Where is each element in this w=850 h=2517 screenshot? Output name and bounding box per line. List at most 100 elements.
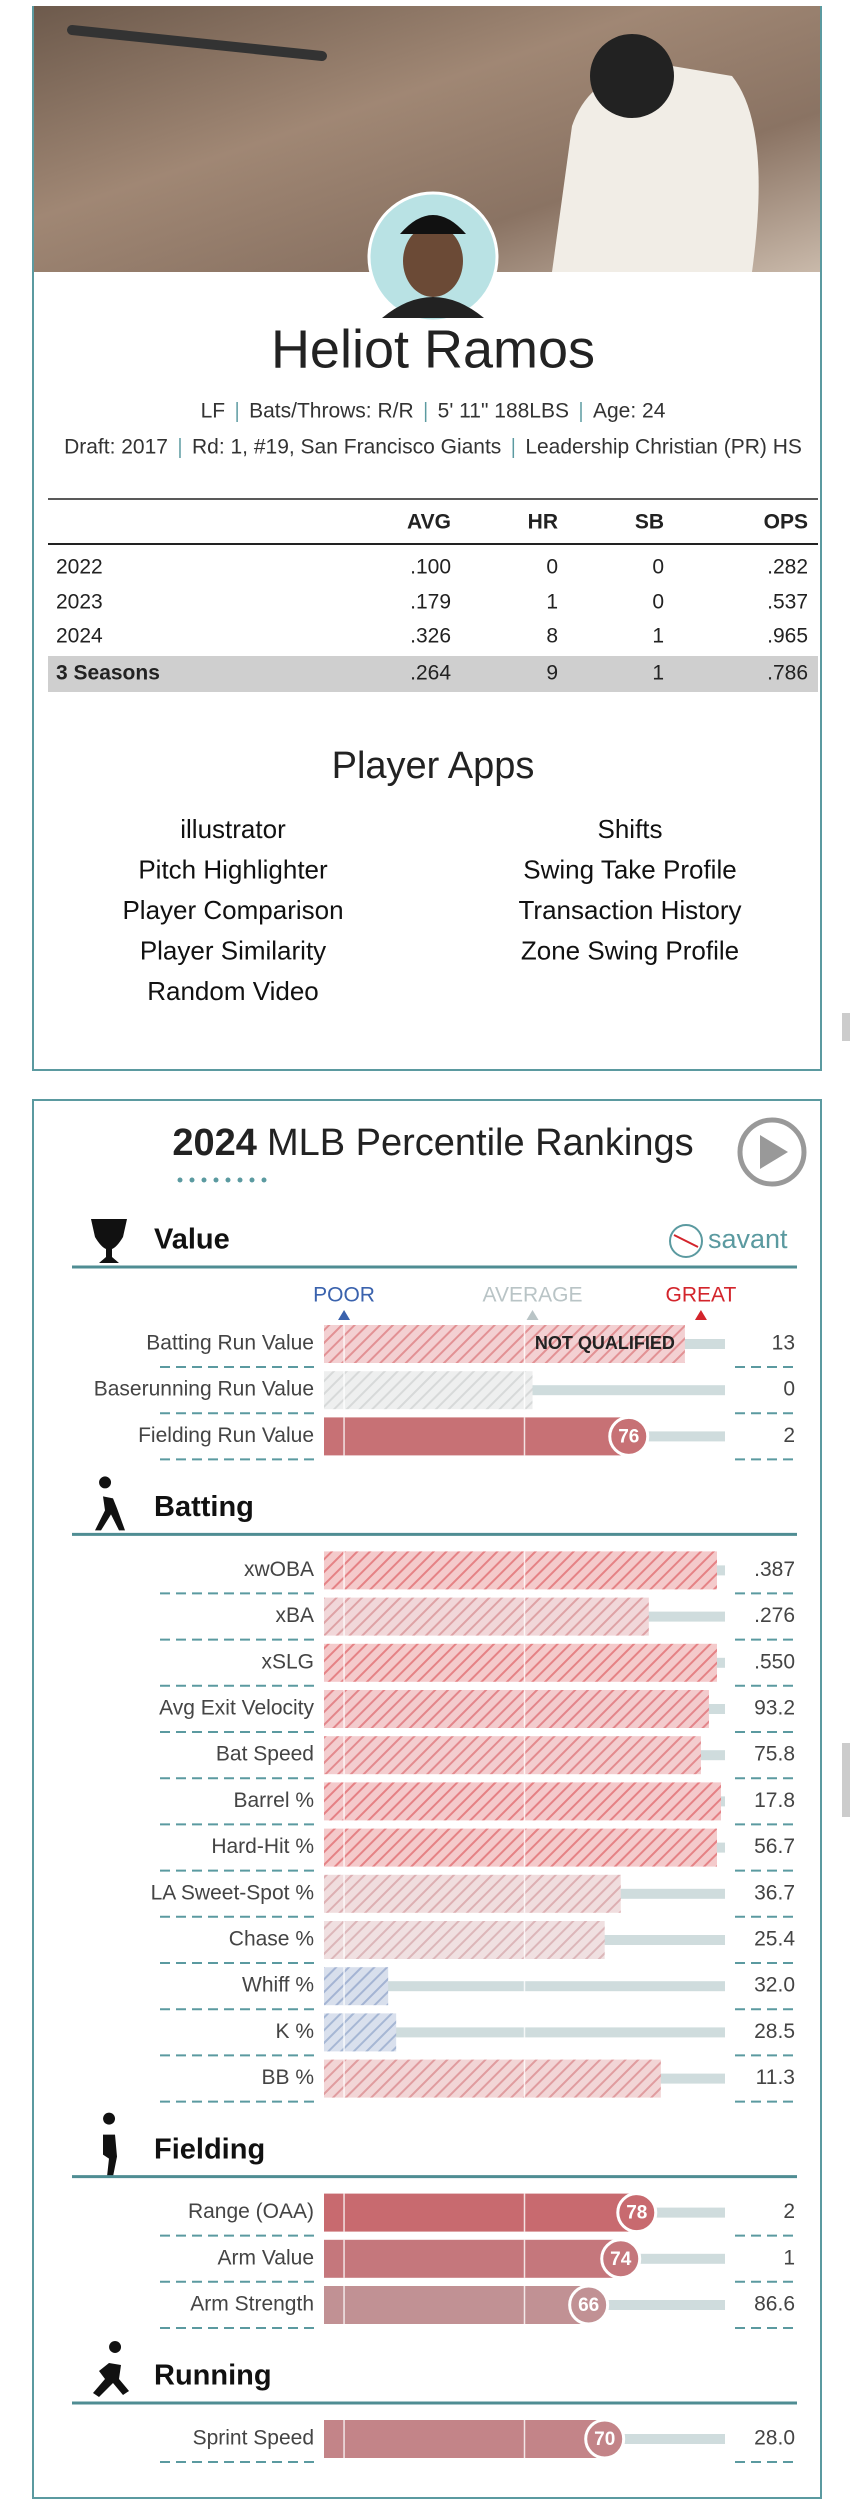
stat-value: .179 bbox=[410, 591, 451, 614]
section-icon bbox=[103, 2112, 117, 2177]
metric-value: 11.3 bbox=[756, 2066, 795, 2089]
stat-value: 1 bbox=[652, 625, 664, 648]
percentile-bar bbox=[324, 1782, 721, 1821]
metric-name: Barrel % bbox=[233, 1789, 314, 1812]
section-title: Value bbox=[154, 1224, 230, 1256]
section-title: Running bbox=[154, 2360, 272, 2392]
metric-name: Arm Strength bbox=[190, 2293, 314, 2316]
info-item: 5' 11" 188LBS bbox=[438, 400, 569, 423]
row-label: 3 Seasons bbox=[56, 662, 160, 685]
app-link[interactable]: Player Similarity bbox=[140, 935, 326, 965]
percentile-label: 66 bbox=[578, 2295, 599, 2316]
metric-value: 28.0 bbox=[754, 2427, 795, 2450]
percentile-badge bbox=[616, 2192, 658, 2234]
percentile-badge bbox=[608, 1415, 650, 1457]
info-item: Bats/Throws: R/R bbox=[249, 400, 414, 423]
percentile-title: 2024 MLB Percentile Rankings bbox=[172, 1122, 693, 1164]
percentile-bar bbox=[324, 1325, 685, 1363]
stat-value: 0 bbox=[652, 591, 664, 614]
metric-value: 0 bbox=[783, 1378, 795, 1401]
percentile-bar bbox=[324, 2239, 621, 2278]
metric-name: LA Sweet-Spot % bbox=[151, 1881, 314, 1904]
bar-note: NOT QUALIFIED bbox=[535, 1333, 675, 1353]
metric-name: Arm Value bbox=[218, 2246, 314, 2269]
draft-line: Draft: 2017 Rd: 1, #19, San Francisco Gia… bbox=[64, 436, 802, 459]
legend-label: POOR bbox=[313, 1284, 375, 1307]
section-icon bbox=[95, 1476, 125, 1531]
stats-table: AVG HR SB OPS 2022 .100 0 0 .282 2023 .179 1 0 .537 20… bbox=[48, 498, 818, 692]
percentile-bar bbox=[324, 1690, 709, 1728]
percentile-bar bbox=[324, 1371, 533, 1410]
metric-value: .550 bbox=[754, 1650, 795, 1673]
percentile-card: 2024 MLB Percentile Rankings savant POOR A… bbox=[32, 1099, 822, 2499]
stat-value: .100 bbox=[410, 556, 451, 579]
metric-name: BB % bbox=[261, 2066, 314, 2089]
metric-value: .276 bbox=[754, 1604, 795, 1627]
metric-value: 2 bbox=[783, 1424, 795, 1447]
brand: savant bbox=[708, 1224, 788, 1254]
play-button[interactable] bbox=[737, 1117, 807, 1187]
app-link[interactable]: Random Video bbox=[147, 976, 319, 1006]
stat-value: 8 bbox=[546, 625, 558, 648]
avatar-shirt bbox=[382, 297, 484, 318]
scrollbar-thumb bbox=[842, 1743, 850, 1817]
app-link[interactable]: Zone Swing Profile bbox=[521, 935, 739, 965]
apps-list: illustrator Pitch Highlighter Player Compa… bbox=[122, 814, 741, 1006]
stat-value: .537 bbox=[767, 591, 808, 614]
stat-value: .786 bbox=[767, 662, 808, 685]
legend-label: AVERAGE bbox=[483, 1284, 583, 1307]
column-header: HR bbox=[528, 511, 558, 534]
app-link[interactable]: Player Comparison bbox=[122, 895, 343, 925]
app-link[interactable]: Shifts bbox=[597, 814, 662, 844]
percentile-label: 76 bbox=[618, 1426, 639, 1447]
info-item: LF bbox=[201, 400, 226, 423]
percentile-label: 74 bbox=[610, 2249, 632, 2270]
scrollbar-thumb bbox=[842, 1013, 850, 1041]
stat-value: .326 bbox=[410, 625, 451, 648]
stat-value: 1 bbox=[652, 662, 664, 685]
metric-value: 75.8 bbox=[754, 1743, 795, 1766]
legend-arrow bbox=[694, 1310, 707, 1320]
metric-value: 2 bbox=[783, 2200, 795, 2223]
stat-value: 0 bbox=[546, 556, 558, 579]
apps-title: Player Apps bbox=[332, 745, 535, 787]
stat-value: .965 bbox=[767, 625, 808, 648]
metric-name: xBA bbox=[275, 1604, 314, 1627]
metric-name: Hard-Hit % bbox=[211, 1835, 314, 1858]
metric-value: 25.4 bbox=[754, 1928, 795, 1951]
percentile-label: 78 bbox=[626, 2203, 647, 2224]
metric-name: Range (OAA) bbox=[188, 2200, 314, 2223]
metric-name: Batting Run Value bbox=[146, 1332, 314, 1355]
app-link[interactable]: Pitch Highlighter bbox=[138, 854, 328, 884]
metric-value: 1 bbox=[783, 2246, 795, 2269]
app-link[interactable]: Transaction History bbox=[519, 895, 742, 925]
app-link[interactable]: illustrator bbox=[180, 814, 286, 844]
percentile-badge bbox=[584, 2418, 626, 2460]
total-row-band bbox=[48, 656, 818, 692]
legend-arrow bbox=[526, 1310, 539, 1320]
metric-value: 56.7 bbox=[754, 1835, 795, 1858]
sections: POOR AVERAGE GREAT Value Batting Run Value NO… bbox=[72, 1219, 797, 2463]
metric-value: 32.0 bbox=[754, 1974, 795, 1997]
metric-name: Avg Exit Velocity bbox=[159, 1697, 314, 1720]
app-link[interactable]: Swing Take Profile bbox=[523, 854, 736, 884]
percentile-bar bbox=[324, 1828, 717, 1867]
player-name: Heliot Ramos bbox=[271, 319, 595, 379]
percentile-badge bbox=[600, 2238, 642, 2280]
legend-arrow bbox=[338, 1310, 351, 1320]
savant-logo[interactable]: savant bbox=[669, 1224, 788, 1258]
metric-value: .387 bbox=[754, 1558, 795, 1581]
metric-value: 17.8 bbox=[754, 1789, 795, 1812]
metric-name: xSLG bbox=[261, 1650, 314, 1673]
legend-label: GREAT bbox=[666, 1284, 737, 1307]
percentile-bar bbox=[324, 2286, 589, 2324]
percentile-bar bbox=[324, 1551, 717, 1590]
percentile-label: 70 bbox=[594, 2429, 615, 2450]
info-item: Rd: 1, #19, San Francisco Giants bbox=[192, 436, 501, 459]
percentile-bar bbox=[324, 1967, 389, 2006]
stat-value: .264 bbox=[410, 662, 451, 685]
percentile-bar bbox=[324, 1736, 701, 1775]
percentile-bar bbox=[324, 2059, 661, 2098]
helmet bbox=[590, 34, 674, 118]
